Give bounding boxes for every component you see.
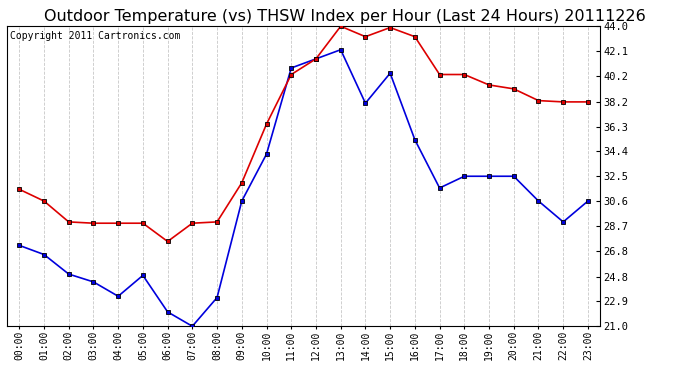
Text: Copyright 2011 Cartronics.com: Copyright 2011 Cartronics.com xyxy=(10,31,180,41)
Text: Outdoor Temperature (vs) THSW Index per Hour (Last 24 Hours) 20111226: Outdoor Temperature (vs) THSW Index per … xyxy=(44,9,646,24)
